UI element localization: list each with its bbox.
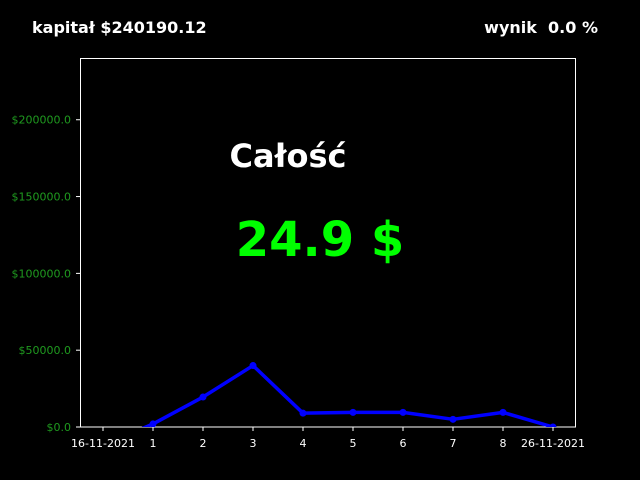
y-tick-label: $100000.0: [12, 267, 72, 280]
data-point: [199, 393, 207, 401]
x-tick-label: 8: [500, 437, 507, 450]
y-tick-label: $200000.0: [12, 114, 72, 127]
x-tick-label: 5: [350, 437, 357, 450]
score-display: wynik 0.0 %: [484, 18, 598, 37]
x-tick-label: 3: [250, 437, 257, 450]
y-tick-label: $50000.0: [19, 344, 72, 357]
x-tick-label: 1: [150, 437, 157, 450]
data-point: [349, 408, 357, 416]
capital-label: kapitał: [32, 18, 95, 37]
data-point: [499, 408, 507, 416]
x-tick-label: 16-11-2021: [71, 437, 135, 450]
y-axis: $0.0 $50000.0 $100000.0 $150000.0 $200000.0: [12, 114, 80, 434]
data-point: [449, 415, 457, 423]
x-axis: 16-11-2021 1 2 3 4 5 6 7 8 26-11-2021: [71, 427, 585, 450]
score-label: wynik: [484, 18, 537, 37]
series-line: [141, 363, 555, 427]
data-point: [149, 420, 157, 427]
y-tick-label: $0.0: [47, 421, 72, 434]
data-point: [299, 409, 307, 417]
data-point: [249, 362, 257, 370]
data-point: [399, 408, 407, 416]
total-title: Całość: [230, 137, 347, 175]
series-layer: [141, 362, 557, 427]
plot-frame: [80, 58, 576, 428]
total-value: 24.9 $: [236, 212, 405, 268]
x-tick-label: 7: [450, 437, 457, 450]
y-tick-label: $150000.0: [12, 191, 72, 204]
x-tick-label: 26-11-2021: [521, 437, 585, 450]
x-tick-label: 2: [200, 437, 207, 450]
x-tick-label: 4: [300, 437, 307, 450]
capital-display: kapitał $240190.12: [32, 18, 207, 37]
data-point: [549, 423, 557, 427]
score-value: 0.0 %: [548, 18, 598, 37]
capital-value: $240190.12: [100, 18, 207, 37]
x-tick-label: 6: [400, 437, 407, 450]
